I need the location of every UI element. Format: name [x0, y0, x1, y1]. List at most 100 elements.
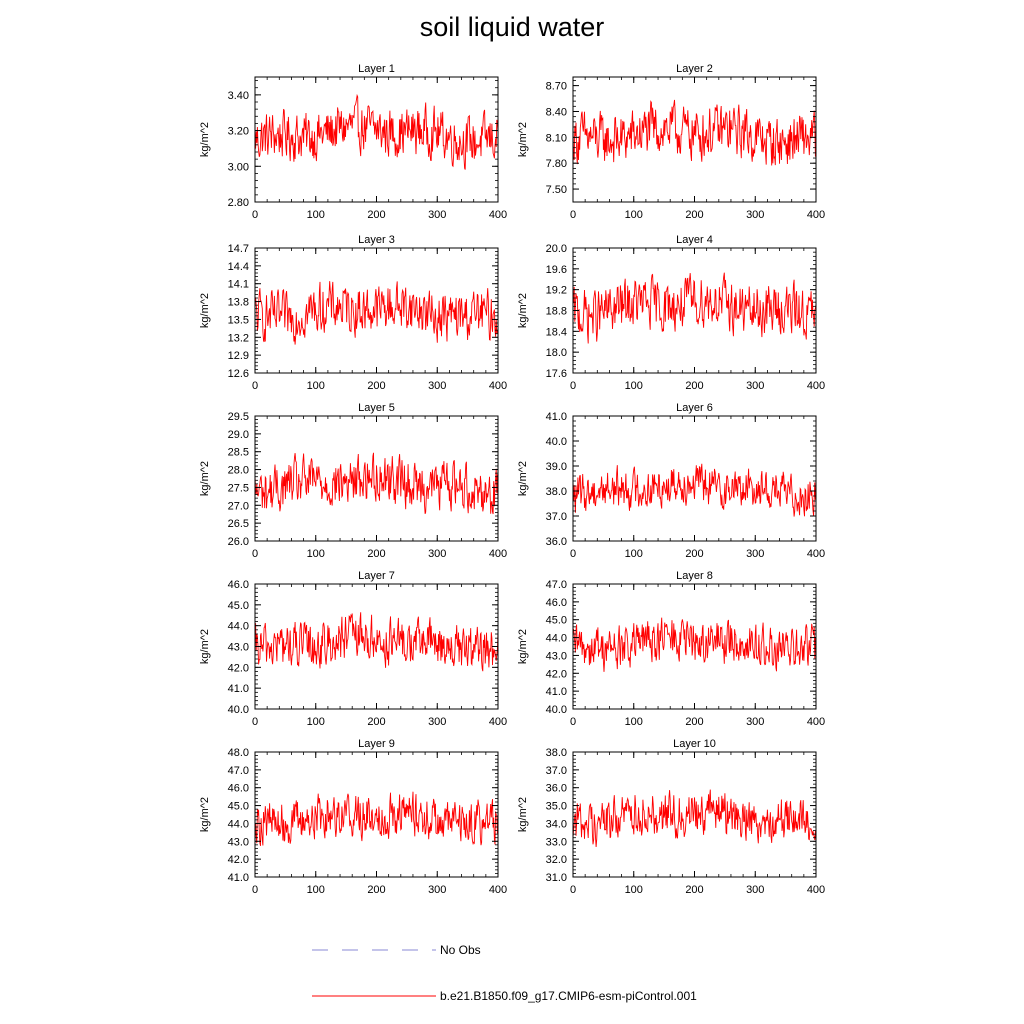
legend-label: b.e21.B1850.f09_g17.CMIP6-esm-piControl.…: [440, 989, 697, 1003]
page-title: soil liquid water: [419, 12, 605, 42]
x-tick-label: 200: [367, 884, 385, 896]
x-tick-label: 200: [685, 209, 703, 221]
panel-layer-8: Layer 8 40.0 41.0 42.0 43.0 44.0 45.0 46.0 47.0 0…: [517, 570, 825, 728]
y-tick-label: 26.5: [228, 518, 249, 530]
x-tick-label: 400: [807, 380, 825, 392]
panel-title: Layer 3: [358, 234, 395, 246]
y-tick-label: 44.0: [228, 818, 249, 830]
x-tick-label: 200: [685, 380, 703, 392]
series-line: [254, 281, 499, 345]
y-tick-label: 41.0: [228, 683, 249, 695]
y-tick-label: 38.0: [546, 486, 567, 498]
y-tick-label: 32.0: [546, 854, 567, 866]
y-axis-label: kg/m^2: [517, 122, 529, 157]
x-tick-label: 100: [625, 380, 643, 392]
y-axis-label: kg/m^2: [517, 629, 529, 664]
y-tick-label: 20.0: [546, 243, 567, 255]
x-tick-label: 0: [570, 716, 576, 728]
y-tick-label: 19.2: [546, 285, 567, 297]
y-tick-label: 29.0: [228, 429, 249, 441]
panel-layer-7: Layer 7 40.0 41.0 42.0 43.0 44.0 45.0 46.0 0 100 2…: [199, 570, 507, 728]
panel-title: Layer 5: [358, 402, 395, 414]
y-tick-label: 35.0: [546, 801, 567, 813]
plot-frame: [572, 415, 817, 542]
panel-layer-9: Layer 9 41.0 42.0 43.0 44.0 45.0 46.0 47.0 48.0 0…: [199, 738, 507, 896]
y-tick-label: 7.50: [546, 184, 567, 196]
y-tick-label: 47.0: [228, 765, 249, 777]
y-tick-label: 3.00: [228, 161, 249, 173]
y-tick-label: 45.0: [546, 615, 567, 627]
y-tick-label: 45.0: [228, 801, 249, 813]
y-tick-label: 34.0: [546, 818, 567, 830]
y-tick-label: 2.80: [228, 197, 249, 209]
x-tick-label: 100: [625, 884, 643, 896]
x-tick-label: 0: [252, 209, 258, 221]
series-line: [254, 612, 499, 672]
panel-title: Layer 4: [676, 234, 713, 246]
y-tick-label: 33.0: [546, 836, 567, 848]
x-tick-label: 0: [570, 380, 576, 392]
y-tick-label: 41.0: [228, 872, 249, 884]
series-line: [572, 463, 817, 517]
y-tick-label: 13.5: [228, 314, 249, 326]
x-tick-label: 400: [489, 380, 507, 392]
y-tick-label: 38.0: [546, 747, 567, 759]
x-tick-label: 300: [746, 884, 764, 896]
x-tick-label: 400: [489, 884, 507, 896]
panel-layer-10: Layer 10 31.0 32.0 33.0 34.0 35.0 36.0 37.0 38.0…: [517, 738, 825, 896]
y-tick-label: 19.6: [546, 264, 567, 276]
y-tick-label: 14.7: [228, 243, 249, 255]
panel-title: Layer 7: [358, 570, 395, 582]
y-tick-label: 13.2: [228, 332, 249, 344]
x-tick-label: 300: [746, 716, 764, 728]
x-tick-label: 100: [307, 548, 325, 560]
y-axis-label: kg/m^2: [517, 797, 529, 832]
x-tick-label: 400: [807, 716, 825, 728]
y-tick-label: 40.0: [546, 704, 567, 716]
series-line: [254, 93, 499, 170]
y-tick-label: 46.0: [228, 783, 249, 795]
x-tick-label: 300: [428, 548, 446, 560]
series-line: [572, 272, 817, 344]
x-tick-label: 100: [625, 716, 643, 728]
series-line: [254, 791, 499, 846]
x-tick-label: 400: [489, 209, 507, 221]
y-axis-label: kg/m^2: [199, 293, 211, 328]
x-tick-label: 0: [570, 548, 576, 560]
legend: No Obs b.e21.B1850.f09_g17.CMIP6-esm-piCo…: [312, 943, 697, 1003]
y-tick-label: 8.40: [546, 106, 567, 118]
x-tick-label: 200: [367, 548, 385, 560]
x-tick-label: 200: [367, 380, 385, 392]
x-tick-label: 0: [252, 716, 258, 728]
x-tick-label: 0: [252, 884, 258, 896]
y-tick-label: 36.0: [546, 783, 567, 795]
panel-layer-3: Layer 3 12.6 12.9 13.2 13.5 13.8 14.1 14.4 14.7 0…: [199, 234, 507, 392]
x-tick-label: 200: [367, 716, 385, 728]
series-line: [254, 452, 499, 515]
y-tick-label: 40.0: [228, 704, 249, 716]
y-tick-label: 43.0: [228, 642, 249, 654]
x-tick-label: 100: [307, 209, 325, 221]
y-tick-label: 12.6: [228, 368, 249, 380]
x-tick-label: 400: [489, 716, 507, 728]
y-tick-label: 18.0: [546, 347, 567, 359]
y-tick-label: 41.0: [546, 411, 567, 423]
x-tick-label: 100: [307, 716, 325, 728]
x-tick-label: 300: [428, 884, 446, 896]
y-tick-label: 3.20: [228, 126, 249, 138]
y-tick-label: 39.0: [546, 461, 567, 473]
y-tick-label: 46.0: [228, 579, 249, 591]
x-tick-label: 300: [746, 209, 764, 221]
x-tick-label: 300: [746, 380, 764, 392]
panel-title: Layer 2: [676, 63, 713, 75]
y-tick-label: 17.6: [546, 368, 567, 380]
series-line: [572, 617, 817, 672]
panel-title: Layer 1: [358, 63, 395, 75]
x-tick-label: 100: [625, 548, 643, 560]
x-tick-label: 200: [367, 209, 385, 221]
y-tick-label: 29.5: [228, 411, 249, 423]
y-tick-label: 28.5: [228, 447, 249, 459]
x-tick-label: 300: [428, 716, 446, 728]
x-tick-label: 400: [807, 209, 825, 221]
